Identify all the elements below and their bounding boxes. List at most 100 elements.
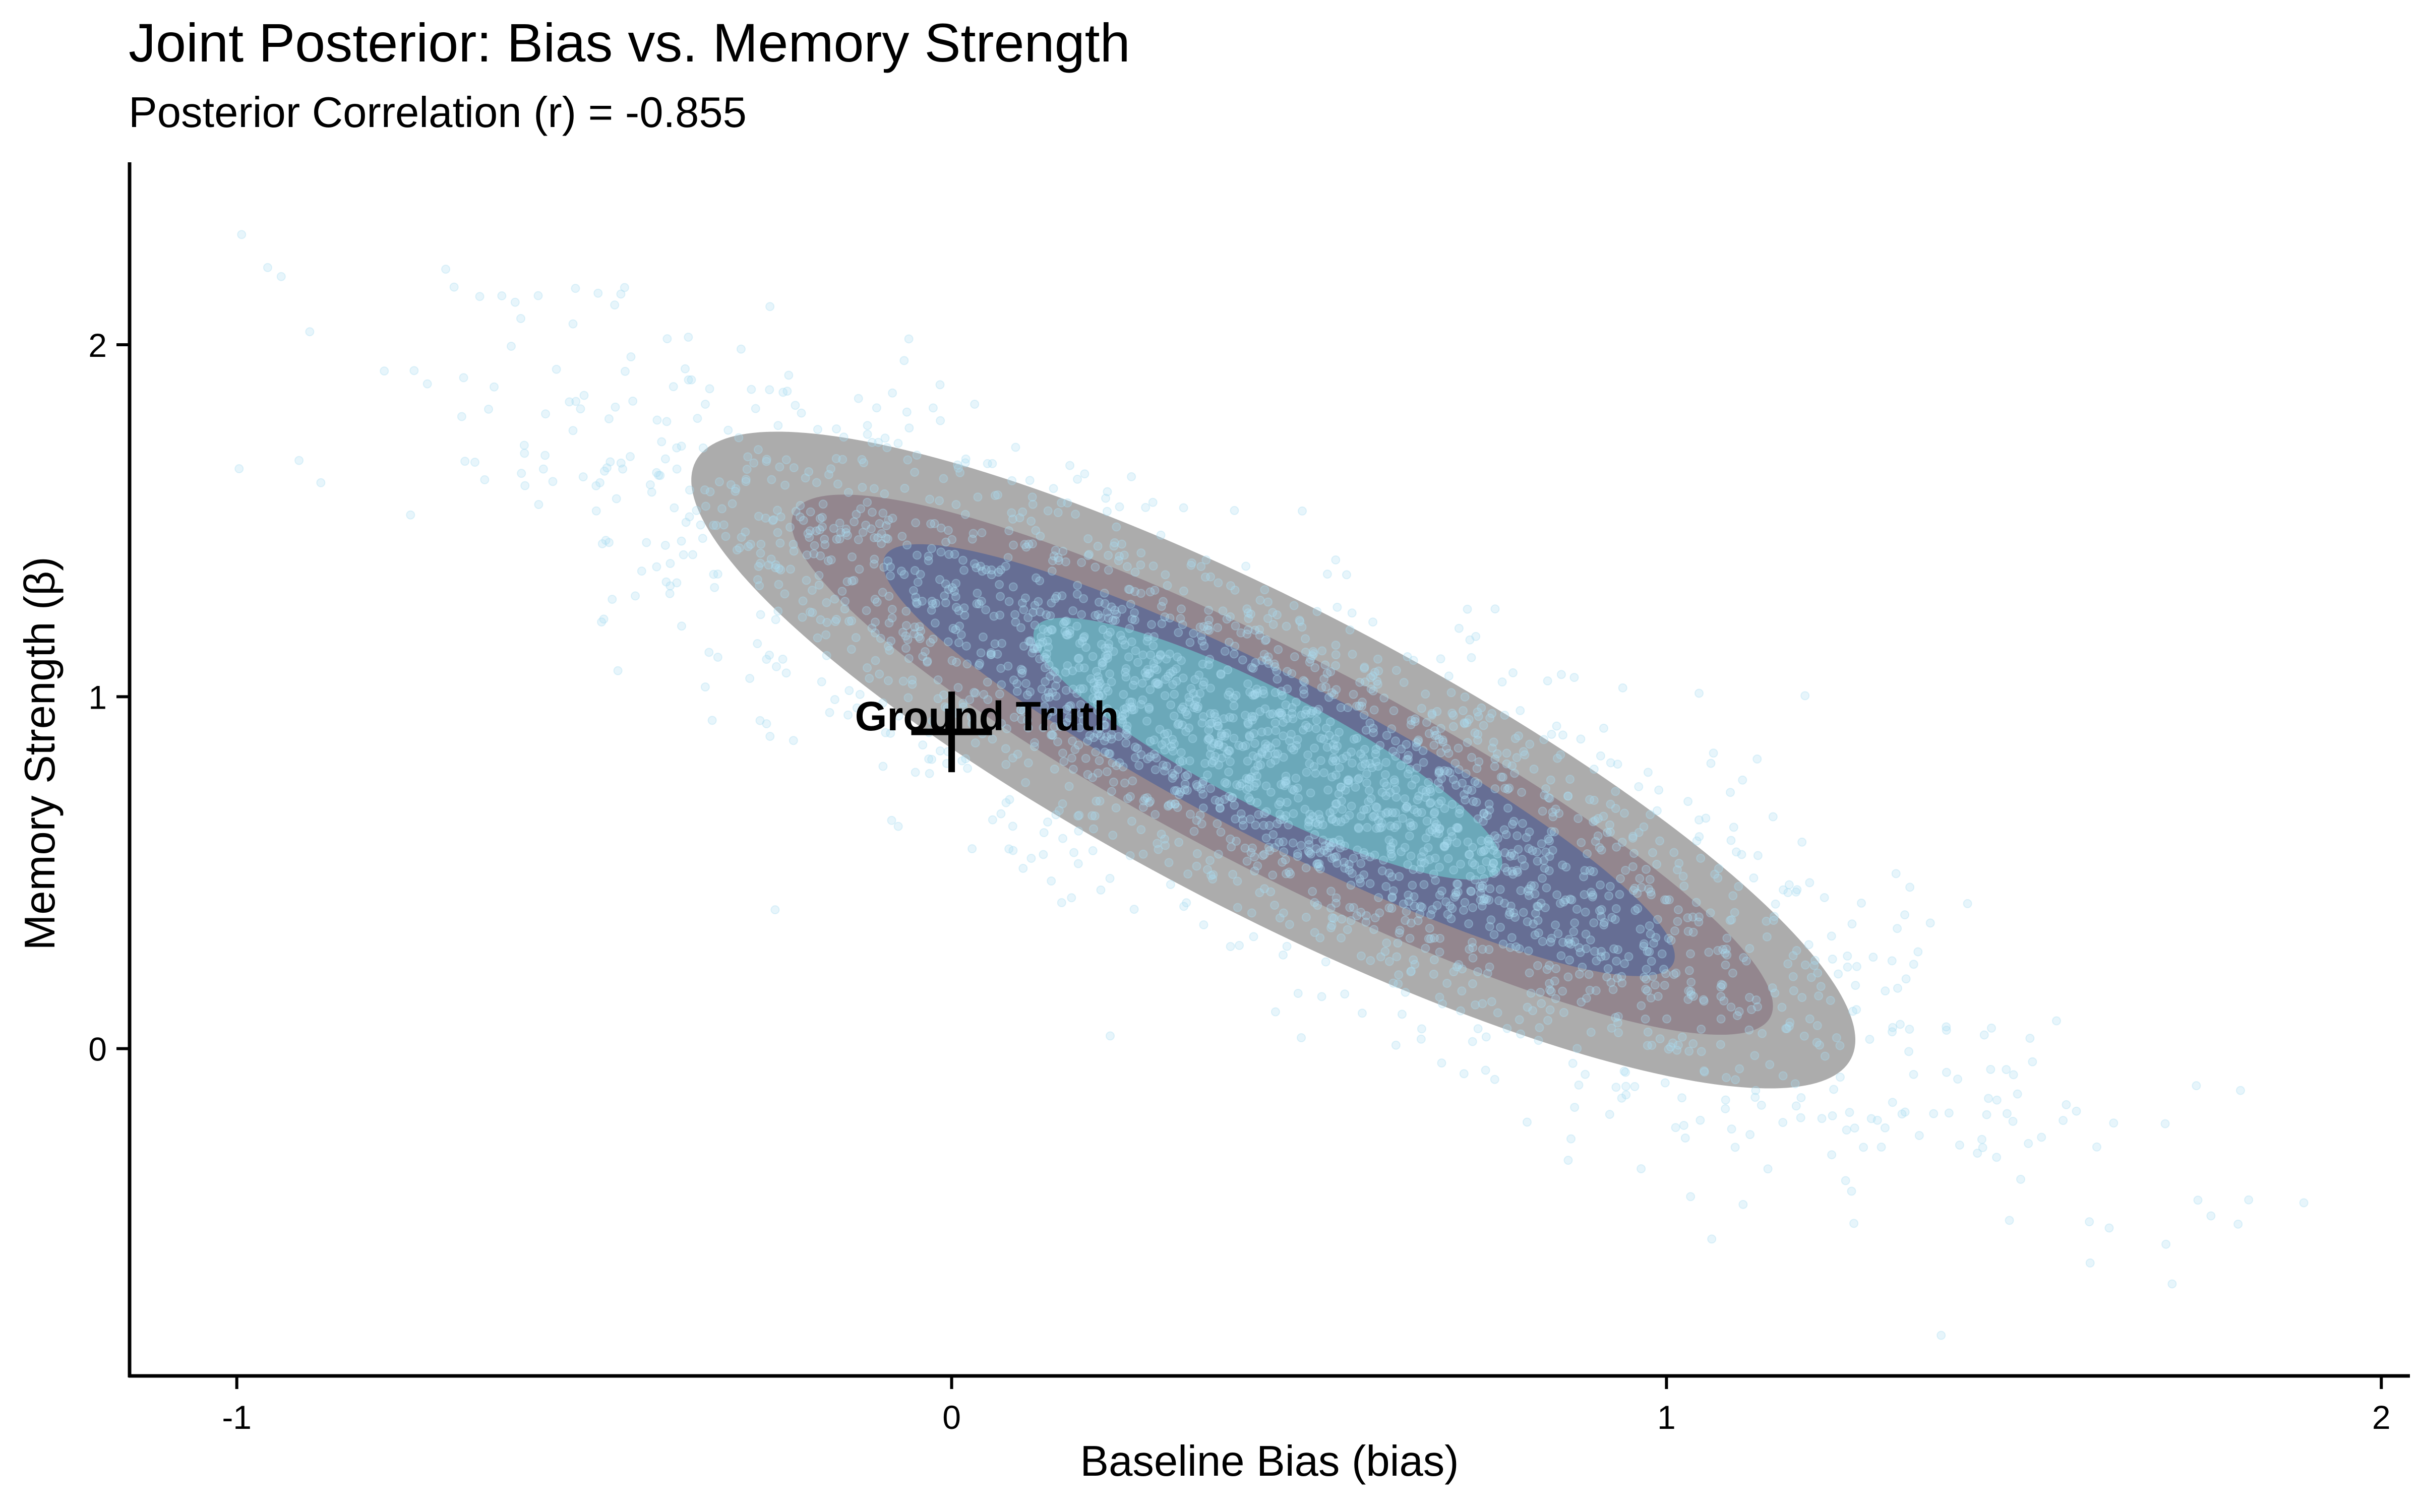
sample-point	[1424, 934, 1433, 943]
sample-point	[1093, 728, 1102, 738]
sample-point	[796, 512, 805, 522]
sample-point	[1434, 766, 1444, 776]
sample-point	[1142, 754, 1152, 764]
sample-point	[2013, 1089, 2022, 1099]
sample-point	[1218, 606, 1228, 616]
sample-point	[1386, 842, 1396, 852]
sample-point	[1141, 502, 1151, 512]
sample-point	[1727, 1124, 1736, 1134]
sample-point	[1640, 972, 1649, 982]
sample-point	[616, 289, 626, 299]
sample-point	[1195, 689, 1205, 699]
sample-point	[1900, 1107, 1910, 1117]
sample-point	[1380, 947, 1390, 956]
sample-point	[1375, 740, 1385, 750]
sample-point	[1150, 586, 1160, 595]
sample-point	[1437, 774, 1446, 783]
sample-point	[2235, 1086, 2245, 1095]
sample-point	[1707, 1234, 1717, 1244]
sample-point	[1356, 749, 1365, 759]
sample-point	[1880, 1123, 1890, 1132]
sample-point	[862, 606, 871, 615]
sample-point	[1287, 709, 1297, 718]
sample-point	[1478, 816, 1488, 826]
sample-point	[1205, 734, 1215, 744]
sample-point	[970, 400, 980, 409]
sample-point	[951, 592, 960, 602]
sample-point	[871, 656, 880, 665]
sample-point	[1260, 636, 1270, 645]
sample-point	[1329, 690, 1339, 700]
sample-point	[1430, 823, 1440, 832]
sample-point	[1249, 782, 1259, 791]
sample-point	[1435, 933, 1445, 943]
sample-point	[1524, 844, 1534, 853]
sample-point	[1386, 849, 1396, 859]
sample-point	[538, 464, 548, 474]
sample-point	[1028, 608, 1038, 617]
sample-point	[1528, 1006, 1538, 1016]
sample-point	[1065, 461, 1075, 470]
sample-point	[1671, 968, 1681, 978]
sample-point	[506, 342, 516, 351]
sample-point	[1699, 1066, 1709, 1076]
sample-point	[1302, 768, 1311, 777]
sample-point	[1198, 659, 1207, 669]
sample-point	[1657, 949, 1667, 959]
sample-point	[1992, 1095, 2002, 1105]
sample-point	[1360, 664, 1369, 673]
sample-point	[1323, 785, 1333, 795]
sample-point	[1337, 914, 1347, 924]
sample-point	[1467, 937, 1477, 947]
sample-point	[1683, 797, 1693, 806]
sample-point	[1100, 588, 1109, 598]
sample-point	[756, 548, 765, 558]
sample-point	[1547, 827, 1556, 836]
sample-point	[1281, 811, 1291, 821]
sample-point	[1490, 604, 1500, 614]
sample-point	[1436, 748, 1445, 758]
sample-point	[2193, 1195, 2203, 1205]
sample-point	[1362, 778, 1371, 788]
sample-point	[944, 549, 954, 559]
sample-point	[926, 638, 935, 647]
sample-point	[677, 442, 686, 451]
sample-point	[1305, 657, 1314, 667]
sample-point	[1119, 705, 1129, 714]
sample-point	[1409, 821, 1418, 831]
sample-point	[1246, 848, 1256, 857]
sample-point	[2167, 1279, 2177, 1289]
sample-point	[1375, 908, 1384, 918]
sample-point	[784, 370, 794, 380]
sample-point	[1599, 920, 1609, 930]
sample-point	[1098, 714, 1107, 723]
sample-point	[1128, 680, 1138, 690]
x-tick-label: 0	[942, 1399, 961, 1436]
sample-point	[1750, 1093, 1760, 1102]
sample-point	[1305, 815, 1314, 825]
sample-point	[1196, 562, 1206, 572]
sample-point	[1386, 821, 1396, 831]
sample-point	[707, 716, 717, 725]
sample-point	[1176, 787, 1185, 797]
sample-point	[1914, 1130, 1924, 1140]
sample-point	[1104, 639, 1114, 649]
sample-point	[773, 528, 782, 537]
sample-point	[1170, 786, 1179, 795]
sample-point	[1393, 938, 1403, 948]
sample-point	[1475, 881, 1485, 891]
sample-point	[1344, 859, 1354, 869]
sample-point	[1273, 674, 1282, 684]
sample-point	[1104, 565, 1113, 575]
sample-point	[1612, 957, 1621, 966]
sample-point	[825, 708, 834, 717]
sample-point	[714, 477, 724, 487]
sample-point	[1166, 879, 1175, 889]
sample-point	[1053, 553, 1063, 562]
sample-point	[1249, 712, 1259, 721]
sample-point	[911, 768, 920, 777]
sample-point	[1189, 827, 1199, 836]
sample-point	[1486, 915, 1496, 925]
sample-point	[761, 514, 770, 523]
sample-point	[1805, 878, 1814, 888]
